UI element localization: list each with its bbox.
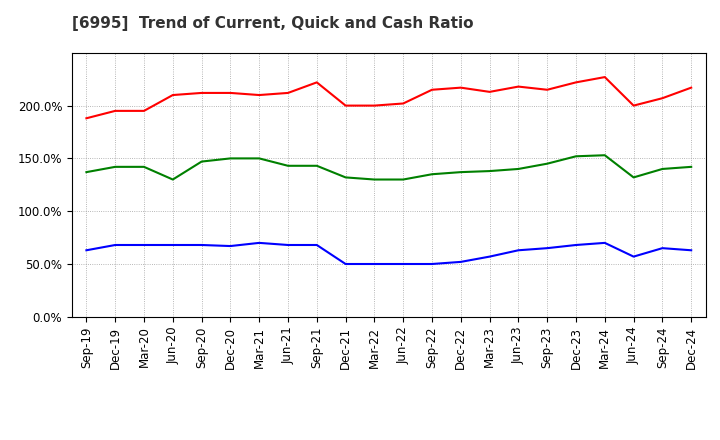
Text: [6995]  Trend of Current, Quick and Cash Ratio: [6995] Trend of Current, Quick and Cash … <box>72 16 474 31</box>
Current Ratio <box>428 87 436 92</box>
Cash Ratio <box>197 242 206 248</box>
Cash Ratio <box>226 243 235 249</box>
Current Ratio <box>312 80 321 85</box>
Current Ratio <box>82 116 91 121</box>
Quick Ratio <box>485 169 494 174</box>
Cash Ratio <box>629 254 638 259</box>
Cash Ratio <box>687 248 696 253</box>
Current Ratio <box>255 92 264 98</box>
Cash Ratio <box>658 246 667 251</box>
Current Ratio <box>284 90 292 95</box>
Cash Ratio <box>600 240 609 246</box>
Quick Ratio <box>168 177 177 182</box>
Cash Ratio <box>428 261 436 267</box>
Quick Ratio <box>658 166 667 172</box>
Cash Ratio <box>572 242 580 248</box>
Cash Ratio <box>284 242 292 248</box>
Quick Ratio <box>82 169 91 175</box>
Current Ratio <box>629 103 638 108</box>
Cash Ratio <box>399 261 408 267</box>
Current Ratio <box>658 95 667 101</box>
Cash Ratio <box>82 248 91 253</box>
Current Ratio <box>572 80 580 85</box>
Cash Ratio <box>485 254 494 259</box>
Cash Ratio <box>140 242 148 248</box>
Cash Ratio <box>341 261 350 267</box>
Cash Ratio <box>168 242 177 248</box>
Cash Ratio <box>312 242 321 248</box>
Quick Ratio <box>572 154 580 159</box>
Cash Ratio <box>543 246 552 251</box>
Quick Ratio <box>111 164 120 169</box>
Line: Cash Ratio: Cash Ratio <box>86 243 691 264</box>
Current Ratio <box>341 103 350 108</box>
Quick Ratio <box>370 177 379 182</box>
Quick Ratio <box>284 163 292 169</box>
Quick Ratio <box>255 156 264 161</box>
Current Ratio <box>456 85 465 90</box>
Quick Ratio <box>341 175 350 180</box>
Quick Ratio <box>140 164 148 169</box>
Current Ratio <box>370 103 379 108</box>
Cash Ratio <box>255 240 264 246</box>
Quick Ratio <box>399 177 408 182</box>
Current Ratio <box>687 85 696 90</box>
Current Ratio <box>197 90 206 95</box>
Cash Ratio <box>514 248 523 253</box>
Line: Current Ratio: Current Ratio <box>86 77 691 118</box>
Cash Ratio <box>111 242 120 248</box>
Current Ratio <box>226 90 235 95</box>
Quick Ratio <box>226 156 235 161</box>
Quick Ratio <box>629 175 638 180</box>
Quick Ratio <box>312 163 321 169</box>
Quick Ratio <box>543 161 552 166</box>
Quick Ratio <box>600 153 609 158</box>
Current Ratio <box>514 84 523 89</box>
Current Ratio <box>111 108 120 114</box>
Cash Ratio <box>370 261 379 267</box>
Line: Quick Ratio: Quick Ratio <box>86 155 691 180</box>
Quick Ratio <box>197 159 206 164</box>
Current Ratio <box>485 89 494 95</box>
Current Ratio <box>168 92 177 98</box>
Current Ratio <box>399 101 408 106</box>
Quick Ratio <box>514 166 523 172</box>
Current Ratio <box>543 87 552 92</box>
Current Ratio <box>140 108 148 114</box>
Cash Ratio <box>456 259 465 264</box>
Quick Ratio <box>687 164 696 169</box>
Quick Ratio <box>428 172 436 177</box>
Current Ratio <box>600 74 609 80</box>
Quick Ratio <box>456 169 465 175</box>
